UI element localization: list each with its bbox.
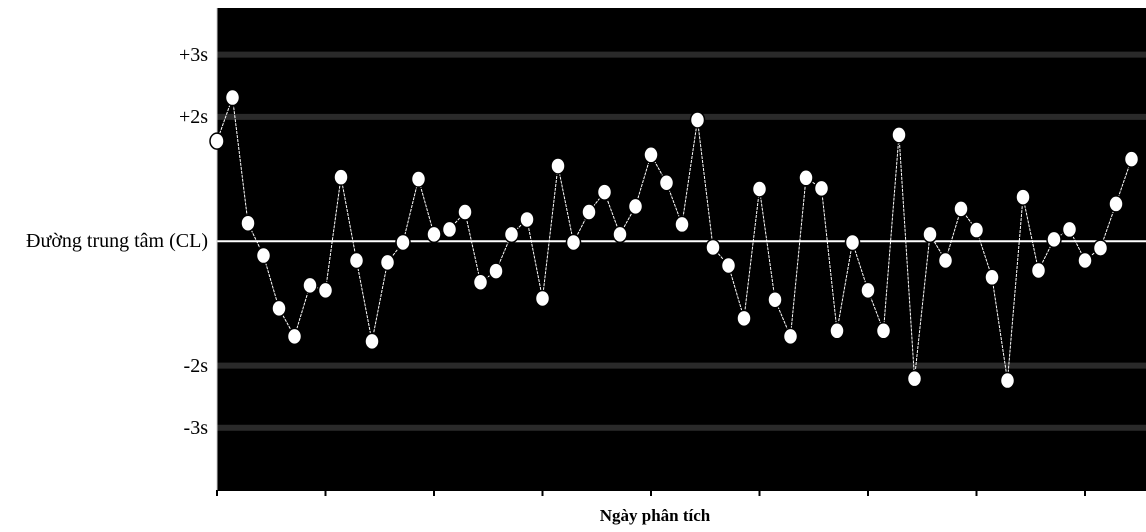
data-point xyxy=(302,276,318,295)
data-point xyxy=(891,126,907,144)
data-point xyxy=(565,233,582,252)
data-point xyxy=(860,281,876,300)
data-point xyxy=(968,221,985,239)
data-point xyxy=(519,210,535,229)
data-point xyxy=(767,290,783,309)
data-point xyxy=(643,146,659,164)
data-point xyxy=(798,169,814,187)
data-point xyxy=(736,309,752,328)
data-point xyxy=(317,281,334,300)
data-point xyxy=(612,225,628,244)
y-tick-label: -3s xyxy=(183,416,208,439)
data-point xyxy=(813,179,830,198)
x-axis-label: Ngày phân tích xyxy=(599,506,711,525)
data-point xyxy=(395,233,411,252)
data-point xyxy=(472,273,489,292)
y-tick-label: Đường trung tâm (CL) xyxy=(26,230,208,253)
data-point xyxy=(209,132,225,150)
data-point xyxy=(937,251,954,270)
data-point xyxy=(240,214,256,232)
data-point xyxy=(953,200,969,218)
data-point xyxy=(348,251,365,270)
data-point xyxy=(364,332,380,351)
data-point xyxy=(333,168,349,186)
y-tick-label: -2s xyxy=(183,354,208,377)
data-point xyxy=(224,88,241,107)
data-point xyxy=(441,220,458,239)
data-point xyxy=(627,197,644,216)
data-point xyxy=(457,203,473,221)
data-point xyxy=(286,327,303,346)
data-point xyxy=(1108,195,1124,213)
data-point xyxy=(550,157,566,175)
plot-background xyxy=(217,8,1146,490)
data-point xyxy=(720,256,737,275)
y-tick-label: +2s xyxy=(178,105,208,128)
data-point xyxy=(271,299,287,318)
data-point xyxy=(751,180,768,198)
data-point xyxy=(674,215,690,234)
data-point xyxy=(689,111,706,129)
data-point xyxy=(503,225,520,244)
y-tick-label: +3s xyxy=(178,43,208,66)
data-point xyxy=(581,203,597,221)
data-point xyxy=(1015,188,1031,206)
data-point xyxy=(875,322,892,340)
data-point xyxy=(906,369,923,388)
data-point xyxy=(410,170,427,188)
data-point xyxy=(844,233,861,252)
data-point xyxy=(984,268,1000,287)
data-point xyxy=(534,289,551,308)
data-point xyxy=(922,225,938,244)
data-point xyxy=(1030,261,1047,280)
data-point xyxy=(1046,230,1062,249)
data-point xyxy=(705,238,721,257)
data-point xyxy=(782,327,799,346)
data-point xyxy=(379,253,396,272)
data-point xyxy=(1077,251,1093,270)
data-point xyxy=(829,322,845,340)
data-point xyxy=(999,371,1016,390)
data-point xyxy=(596,183,613,201)
data-point xyxy=(426,225,442,244)
data-point xyxy=(658,174,675,192)
data-point xyxy=(1092,239,1109,257)
data-point xyxy=(488,262,504,280)
data-point xyxy=(1061,220,1078,239)
data-point xyxy=(255,246,272,265)
data-point xyxy=(1123,150,1140,168)
